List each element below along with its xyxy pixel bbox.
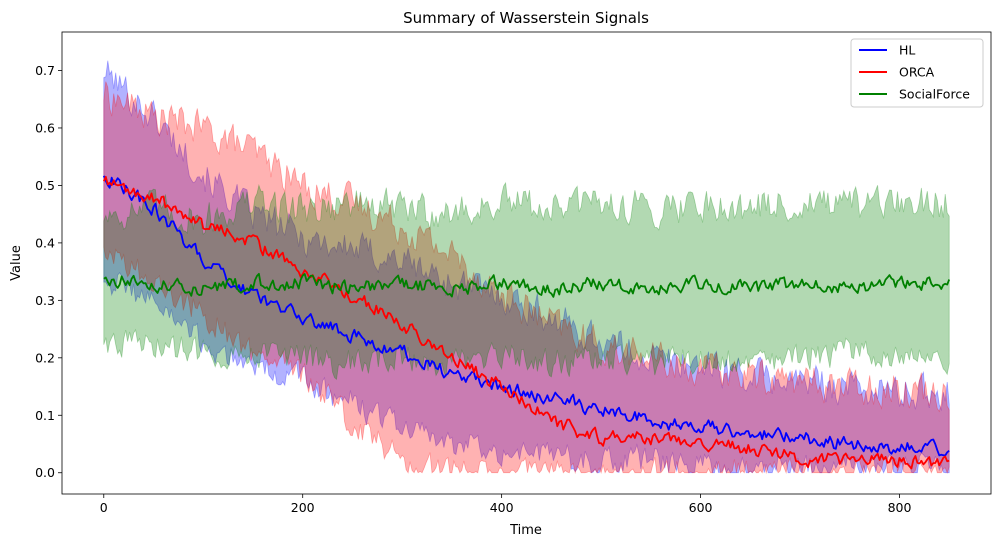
legend: HL ORCA SocialForce <box>850 38 984 108</box>
x-axis-ticks: 0 200 400 600 800 <box>100 494 912 515</box>
band-socialforce <box>103 181 950 381</box>
line-socialforce <box>103 272 951 298</box>
y-tick-label: 0.6 <box>35 120 55 135</box>
y-tick-label: 0.5 <box>35 178 55 193</box>
x-tick-label: 800 <box>888 500 912 515</box>
line-hl <box>102 175 950 457</box>
y-axis-label: Value <box>9 245 24 281</box>
x-tick-label: 600 <box>689 500 713 515</box>
x-tick-label: 400 <box>490 500 514 515</box>
y-tick-label: 0.7 <box>35 63 55 78</box>
legend-label-orca: ORCA <box>899 65 935 80</box>
y-tick-label: 0.3 <box>35 293 55 308</box>
plot-background <box>62 32 991 494</box>
legend-label-socialforce: SocialForce <box>899 87 970 102</box>
legend-box <box>850 38 984 108</box>
y-axis-ticks: 0.0 0.1 0.2 0.3 0.4 0.5 0.6 0.7 <box>35 63 62 480</box>
y-tick-label: 0.1 <box>35 408 55 423</box>
line-orca <box>102 175 950 470</box>
chart-title: Summary of Wasserstein Signals <box>403 9 649 27</box>
plot-area <box>61 31 992 495</box>
x-tick-label: 0 <box>100 500 108 515</box>
x-tick-label: 200 <box>291 500 315 515</box>
band-orca <box>103 81 950 475</box>
plot-frame <box>61 31 992 495</box>
band-hl <box>103 60 950 474</box>
mean-lines <box>102 175 951 470</box>
y-tick-label: 0.4 <box>35 235 55 250</box>
legend-label-hl: HL <box>899 43 915 58</box>
y-tick-label: 0.0 <box>35 465 55 480</box>
x-axis-label: Time <box>509 523 542 538</box>
y-tick-label: 0.2 <box>35 350 55 365</box>
confidence-bands <box>103 60 950 475</box>
